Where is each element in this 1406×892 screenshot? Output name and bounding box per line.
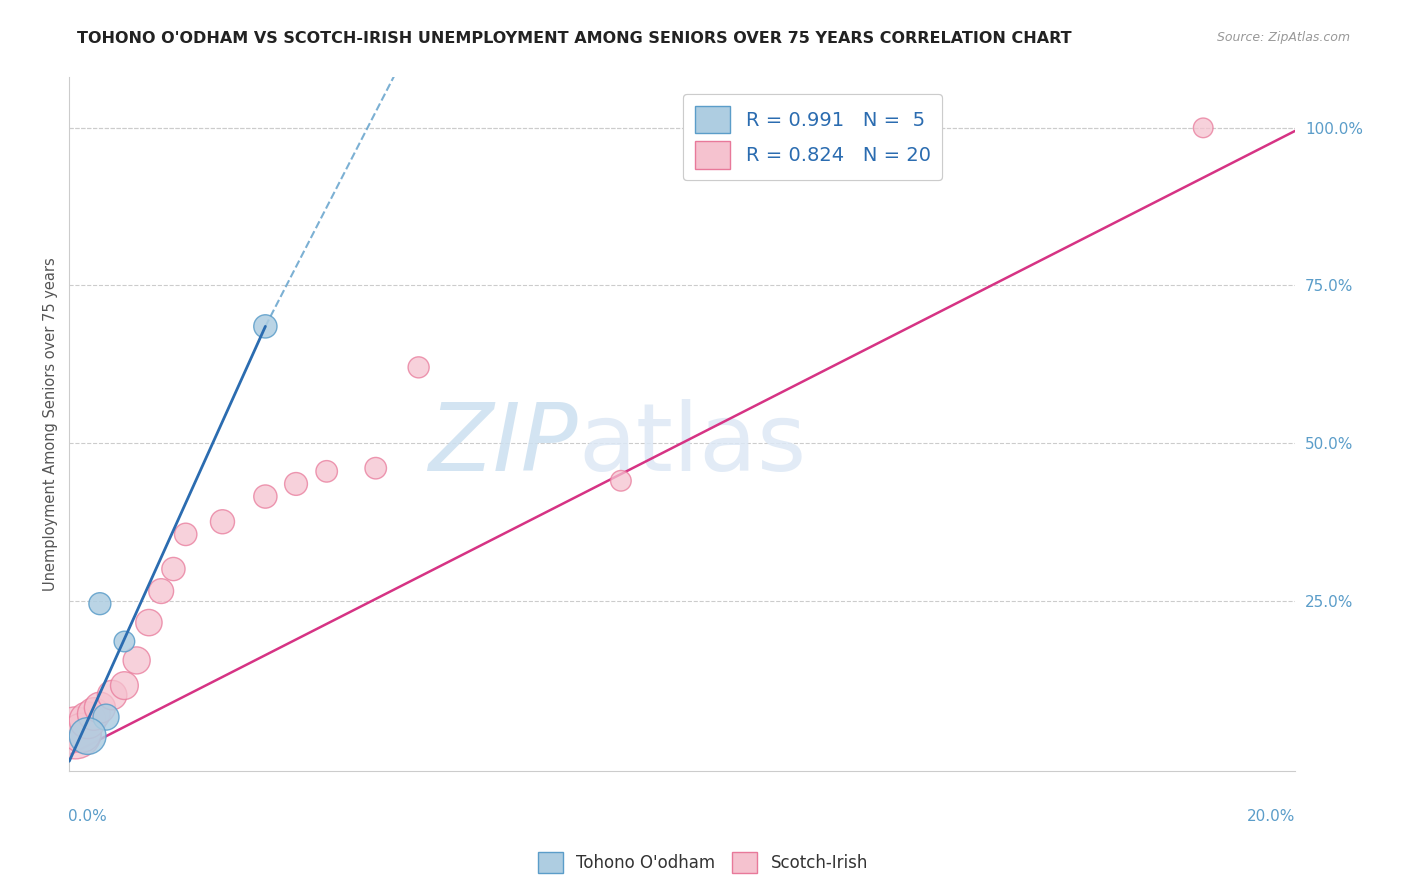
Point: [138, 615, 160, 630]
Text: ZIP: ZIP: [429, 400, 578, 491]
Point: [1192, 120, 1215, 135]
Text: atlas: atlas: [578, 399, 806, 491]
Legend: R = 0.991   N =  5, R = 0.824   N = 20: R = 0.991 N = 5, R = 0.824 N = 20: [683, 94, 942, 180]
Legend: Tohono O'odham, Scotch-Irish: Tohono O'odham, Scotch-Irish: [531, 846, 875, 880]
Point: [76, 713, 98, 727]
Point: [285, 477, 308, 491]
Text: Source: ZipAtlas.com: Source: ZipAtlas.com: [1216, 31, 1350, 45]
Point: [112, 679, 135, 693]
Text: 20.0%: 20.0%: [1247, 809, 1295, 824]
Point: [94, 710, 117, 724]
Point: [112, 634, 135, 648]
Point: [125, 653, 148, 667]
Point: [162, 562, 184, 576]
Point: [610, 474, 633, 488]
Text: 0.0%: 0.0%: [67, 809, 107, 824]
Point: [150, 584, 173, 599]
Point: [174, 527, 197, 541]
Point: [89, 700, 111, 714]
Point: [83, 706, 105, 721]
Point: [70, 726, 93, 740]
Point: [364, 461, 387, 475]
Point: [408, 360, 430, 375]
Point: [254, 319, 277, 334]
Point: [315, 464, 337, 478]
Text: TOHONO O'ODHAM VS SCOTCH-IRISH UNEMPLOYMENT AMONG SENIORS OVER 75 YEARS CORRELAT: TOHONO O'ODHAM VS SCOTCH-IRISH UNEMPLOYM…: [77, 31, 1071, 46]
Point: [76, 729, 98, 743]
Point: [101, 688, 124, 702]
Y-axis label: Unemployment Among Seniors over 75 years: Unemployment Among Seniors over 75 years: [44, 257, 58, 591]
Point: [89, 597, 111, 611]
Point: [211, 515, 233, 529]
Point: [65, 726, 87, 740]
Point: [254, 490, 277, 504]
